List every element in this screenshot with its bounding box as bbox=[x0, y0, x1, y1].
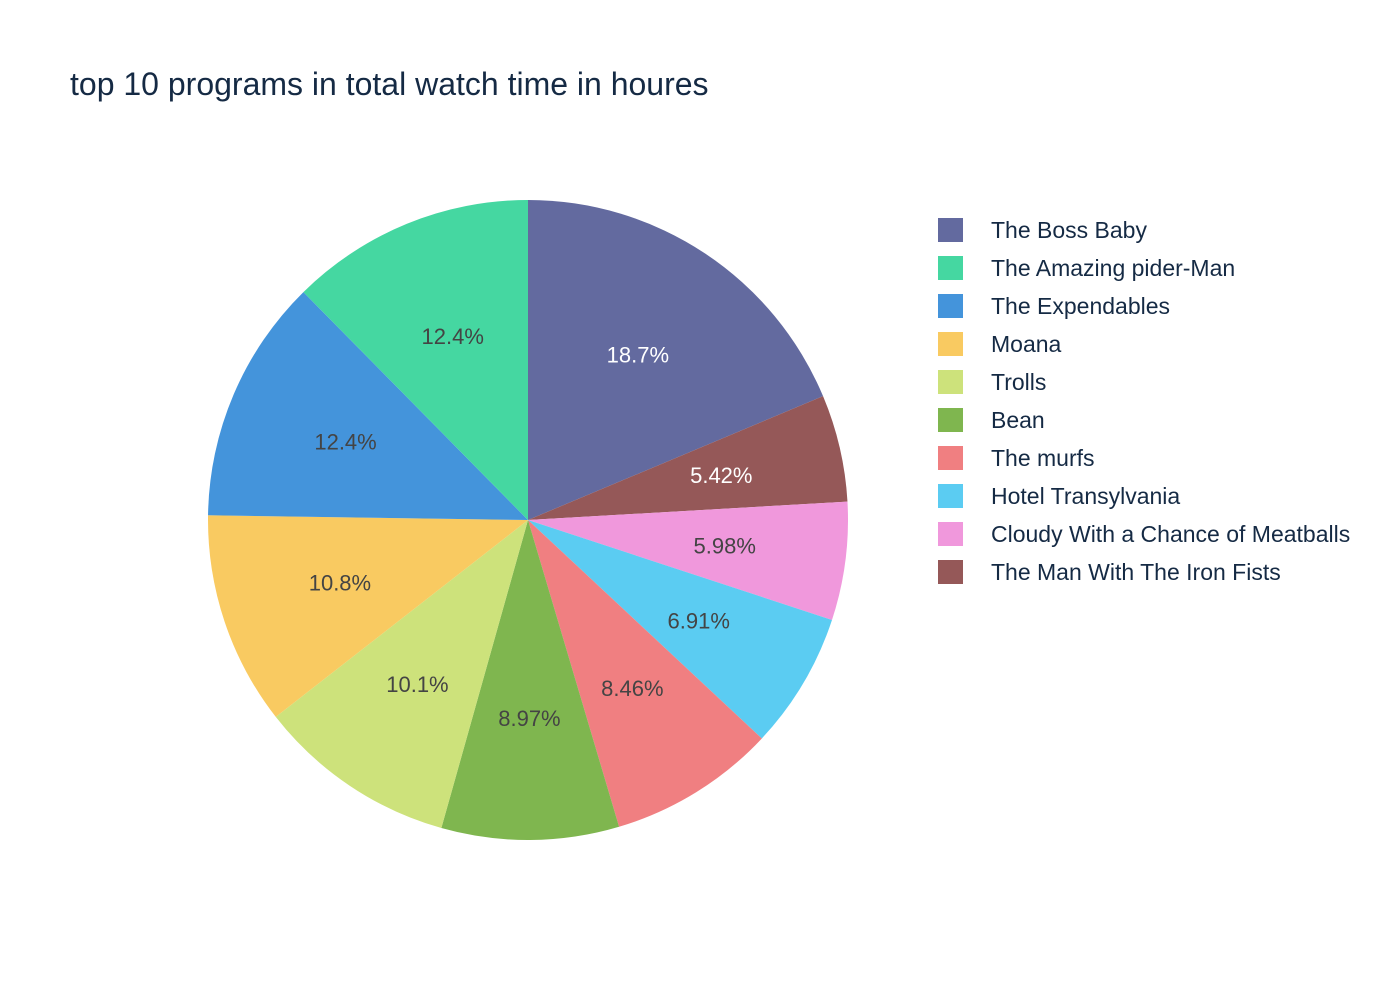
legend-label: Bean bbox=[991, 406, 1045, 433]
legend-label: Trolls bbox=[991, 368, 1047, 395]
slice-label: 8.97% bbox=[498, 706, 560, 731]
legend-swatch bbox=[938, 522, 963, 546]
pie-slice[interactable] bbox=[275, 520, 528, 829]
legend-swatch bbox=[938, 294, 963, 318]
legend-label: Hotel Transylvania bbox=[991, 482, 1181, 509]
legend-item[interactable]: The murfs bbox=[938, 439, 1350, 477]
legend-item[interactable]: Bean bbox=[938, 401, 1350, 439]
legend-item[interactable]: The Boss Baby bbox=[938, 211, 1350, 249]
legend-swatch bbox=[938, 370, 963, 394]
legend-item[interactable]: Cloudy With a Chance of Meatballs bbox=[938, 515, 1350, 553]
pie-slice[interactable] bbox=[528, 520, 762, 827]
pie-slice[interactable] bbox=[303, 200, 528, 520]
slice-label: 6.91% bbox=[668, 609, 730, 634]
legend[interactable]: The Boss Baby The Amazing pider-Man The Ex… bbox=[938, 211, 1350, 591]
legend-swatch bbox=[938, 446, 963, 470]
legend-item[interactable]: Trolls bbox=[938, 363, 1350, 401]
legend-item[interactable]: The Amazing pider-Man bbox=[938, 249, 1350, 287]
legend-item[interactable]: Moana bbox=[938, 325, 1350, 363]
legend-item[interactable]: The Man With The Iron Fists bbox=[938, 553, 1350, 591]
slice-label: 10.8% bbox=[309, 571, 371, 596]
legend-label: Cloudy With a Chance of Meatballs bbox=[991, 520, 1351, 547]
pie-slice[interactable] bbox=[528, 200, 824, 520]
slice-label: 12.4% bbox=[422, 324, 484, 349]
legend-label: The Boss Baby bbox=[991, 216, 1147, 243]
pie-slice[interactable] bbox=[528, 520, 832, 739]
legend-label: The murfs bbox=[991, 444, 1095, 471]
legend-label: The Man With The Iron Fists bbox=[991, 558, 1281, 585]
pie-slice[interactable] bbox=[208, 515, 529, 717]
pie-slice[interactable] bbox=[208, 292, 528, 520]
legend-label: The Amazing pider-Man bbox=[991, 254, 1236, 281]
slice-label: 5.42% bbox=[690, 463, 752, 488]
slice-label: 5.98% bbox=[694, 533, 756, 558]
slice-label: 10.1% bbox=[386, 672, 448, 697]
legend-item[interactable]: The Expendables bbox=[938, 287, 1350, 325]
legend-swatch bbox=[938, 484, 963, 508]
slice-label: 8.46% bbox=[601, 676, 663, 701]
legend-swatch bbox=[938, 218, 963, 242]
pie-slice[interactable] bbox=[528, 501, 848, 620]
slice-label: 18.7% bbox=[607, 342, 669, 367]
chart-title: top 10 programs in total watch time in h… bbox=[70, 66, 709, 102]
pie-slice[interactable] bbox=[441, 520, 620, 840]
legend-swatch bbox=[938, 408, 963, 432]
legend-swatch bbox=[938, 332, 963, 356]
slice-label: 12.4% bbox=[314, 430, 376, 455]
pie-slice[interactable] bbox=[528, 396, 848, 520]
legend-label: The Expendables bbox=[991, 292, 1171, 319]
legend-label: Moana bbox=[991, 330, 1062, 357]
legend-swatch bbox=[938, 256, 963, 280]
legend-swatch bbox=[938, 560, 963, 584]
legend-item[interactable]: Hotel Transylvania bbox=[938, 477, 1350, 515]
